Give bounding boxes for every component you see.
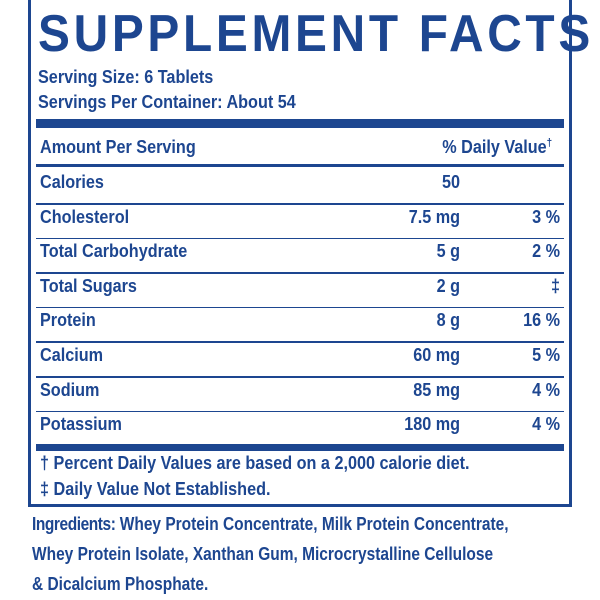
- serving-size: Serving Size: 6 Tablets: [38, 67, 214, 87]
- ingredients-text: & Dicalcium Phosphate.: [32, 574, 209, 594]
- nutrient-amount: 60 mg: [413, 345, 460, 365]
- title: SUPPLEMENT FACTS: [38, 5, 594, 63]
- nutrient-amount: 5 g: [436, 241, 460, 262]
- nutrient-dv: 2 %: [532, 241, 560, 262]
- footnote: † Percent Daily Values are based on a 2,…: [40, 453, 470, 473]
- nutrient-dv: 3 %: [532, 206, 560, 227]
- ingredients-line: Ingredients: Whey Protein Concentrate, M…: [32, 514, 509, 535]
- nutrient-amount: 50: [441, 172, 460, 192]
- nutrient-name: Calories: [40, 172, 104, 192]
- amount-header: Amount Per Serving: [40, 137, 196, 157]
- servings-per-container: Servings Per Container: About 54: [38, 92, 296, 112]
- nutrient-amount: 7.5 mg: [408, 206, 460, 227]
- row-rule: [36, 341, 564, 343]
- daily-value-mark: †: [546, 137, 552, 149]
- nutrient-name: Total Carbohydrate: [40, 241, 188, 262]
- rule: [36, 164, 564, 167]
- nutrient-amount: 85 mg: [413, 379, 460, 400]
- nutrient-name: Cholesterol: [40, 206, 130, 227]
- row-rule: [36, 376, 564, 378]
- ingredients-label: Ingredients:: [32, 514, 116, 534]
- daily-value-text: % Daily Value: [442, 137, 547, 157]
- ingredients-text: Whey Protein Isolate, Xanthan Gum, Micro…: [32, 544, 494, 564]
- nutrient-dv: 4 %: [532, 379, 560, 400]
- row-rule: [36, 237, 564, 240]
- nutrient-dv: 5 %: [532, 345, 560, 365]
- row-rule: [36, 203, 564, 205]
- footnote: ‡ Daily Value Not Established.: [40, 479, 271, 499]
- nutrient-name: Total Sugars: [40, 275, 137, 296]
- nutrient-name: Protein: [40, 310, 96, 331]
- nutrient-amount: 8 g: [436, 310, 460, 331]
- daily-value-header: % Daily Value†: [442, 137, 552, 158]
- row-rule: [36, 410, 564, 413]
- nutrient-name: Sodium: [40, 379, 100, 400]
- nutrient-amount: 180 mg: [404, 414, 460, 435]
- nutrient-name: Calcium: [40, 345, 104, 365]
- nutrient-dv: 4 %: [532, 414, 560, 435]
- nutrient-dv: 16 %: [523, 310, 560, 331]
- nutrient-amount: 2 g: [436, 275, 460, 296]
- label-box: [28, 0, 572, 507]
- row-rule: [36, 272, 564, 274]
- nutrient-dv: ‡: [550, 275, 560, 296]
- thick-rule: [36, 119, 564, 128]
- nutrient-name: Potassium: [40, 414, 122, 435]
- ingredients-text: Whey Protein Concentrate, Milk Protein C…: [119, 514, 509, 534]
- thick-rule: [36, 444, 564, 451]
- row-rule: [36, 306, 564, 309]
